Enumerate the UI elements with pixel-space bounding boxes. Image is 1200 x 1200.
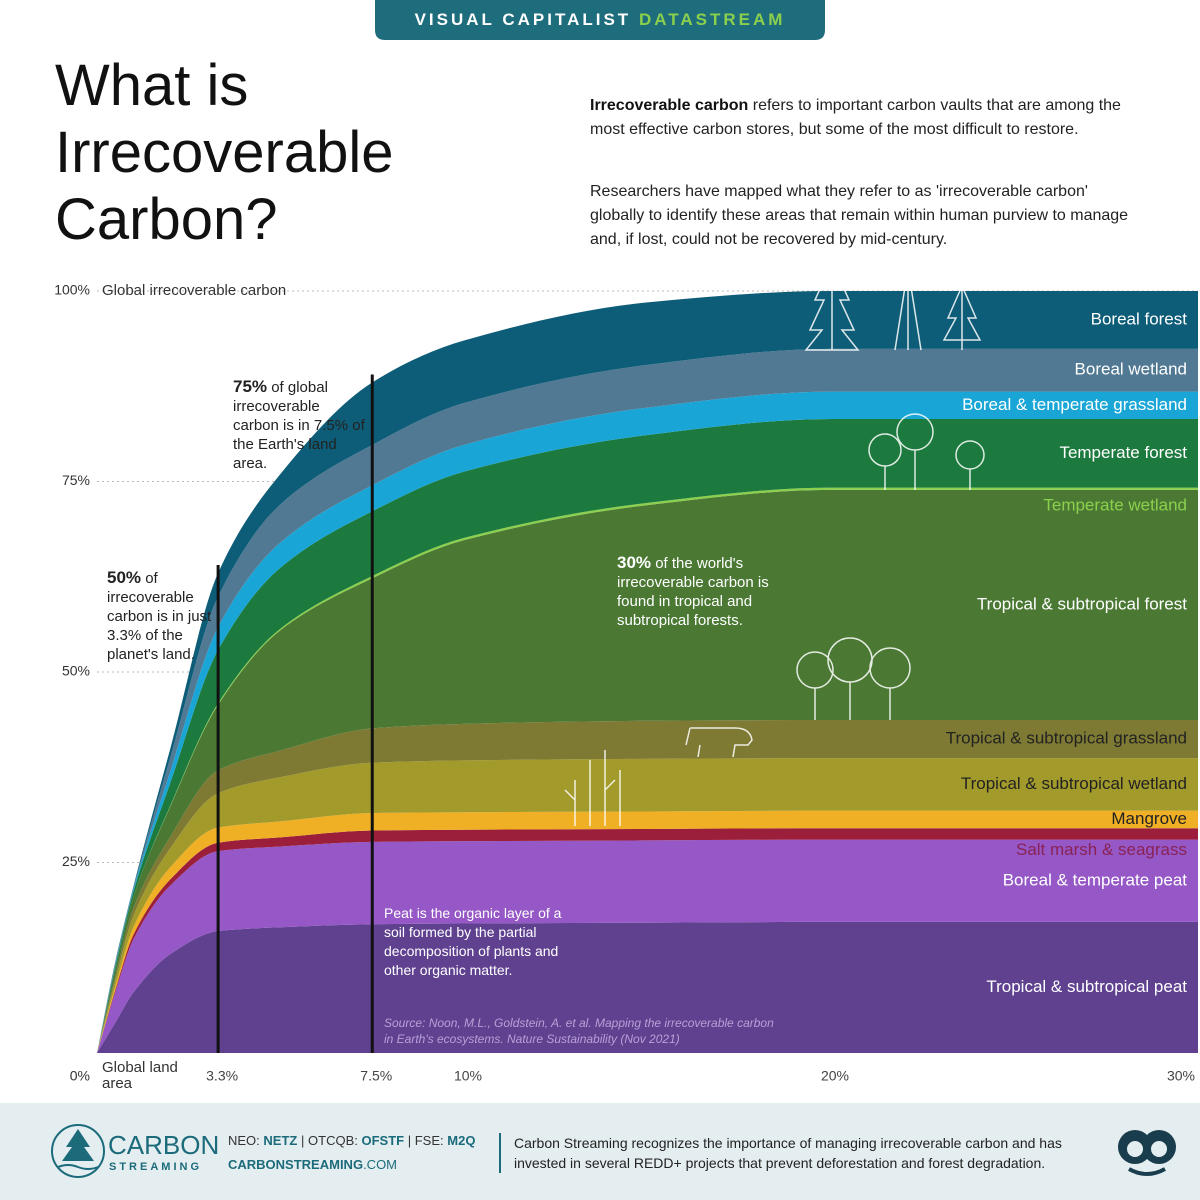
annotation-text: of global irrecoverable carbon is in 7.5…	[233, 379, 365, 472]
source: Source: Noon, M.L., Goldstein, A. et al.…	[384, 1016, 774, 1046]
annotation-text: of the world's irrecoverable carbon is f…	[617, 555, 769, 629]
website: CARBONSTREAMING.COM	[228, 1157, 397, 1172]
annotation-text: of irrecoverable carbon is in just 3.3% …	[107, 570, 212, 663]
series-label: Salt marsh & seagrass	[1016, 840, 1187, 859]
y-tick-label: 0%	[70, 1068, 90, 1084]
header-product: DATASTREAM	[639, 10, 785, 29]
y-tick-label: 50%	[62, 663, 90, 679]
y-axis-title: Global irrecoverable carbon	[102, 282, 286, 299]
area	[97, 758, 1198, 1053]
annotation: 30% of the world's irrecoverable carbon …	[617, 553, 797, 630]
separator: |	[407, 1133, 412, 1148]
footer: CARBON STREAMING NEO: NETZ | OTCQB: OFST…	[0, 1103, 1200, 1200]
area	[97, 419, 1198, 1053]
ticker: M2Q	[447, 1133, 476, 1148]
area	[97, 810, 1198, 1053]
intro-text: refers to important carbon vaults that a…	[590, 97, 1121, 138]
x-axis-title: Global land area	[102, 1059, 178, 1092]
x-tick-label: 30%	[1167, 1068, 1195, 1084]
brand-sub: STREAMING	[109, 1161, 202, 1173]
annotation-bold: 75%	[233, 377, 268, 396]
series-label: Tropical & subtropical wetland	[961, 774, 1187, 793]
ticker: NETZ	[263, 1133, 298, 1148]
intro-text: Researchers have mapped what they refer …	[590, 183, 1129, 248]
footer-text: Carbon Streaming recognizes the importan…	[514, 1135, 1062, 1171]
y-tick-label: 75%	[62, 472, 90, 488]
series-label: Boreal & temperate grassland	[962, 395, 1187, 414]
vc-logo	[1118, 1130, 1176, 1176]
exchange: FSE:	[414, 1133, 444, 1148]
y-tick-label: 100%	[54, 282, 90, 298]
series-label: Boreal wetland	[1075, 360, 1187, 379]
header-tab	[375, 0, 825, 40]
series-label: Temperate forest	[1059, 443, 1187, 462]
footer-divider	[499, 1133, 501, 1173]
header-brand: VISUAL CAPITALIST	[415, 10, 632, 29]
annotation: 50% of irrecoverable carbon is in just 3…	[107, 568, 223, 664]
intro-paragraph: Irrecoverable carbon refers to important…	[590, 94, 1130, 142]
x-tick-label: 20%	[821, 1068, 849, 1084]
intro-bold: Irrecoverable carbon	[590, 97, 749, 114]
x-tick-label: 7.5%	[360, 1068, 392, 1084]
exchange: OTCQB:	[308, 1133, 358, 1148]
x-tick-label: 10%	[454, 1068, 482, 1084]
peat-note: Peat is the organic layer of a soil form…	[384, 905, 562, 978]
series-label: Tropical & subtropical peat	[986, 977, 1187, 996]
y-tick-label: 25%	[62, 853, 90, 869]
x-tick-label: 3.3%	[206, 1068, 238, 1084]
website-suffix: .COM	[363, 1157, 398, 1172]
brand-name: CARBON	[108, 1130, 220, 1160]
title: What is Irrecoverable Carbon?	[55, 53, 394, 252]
annotation: 75% of global irrecoverable carbon is in…	[233, 377, 365, 473]
exchange: NEO:	[228, 1133, 260, 1148]
area	[97, 720, 1198, 1053]
series-label: Tropical & subtropical forest	[977, 594, 1187, 613]
listings: NEO: NETZ | OTCQB: OFSTF | FSE: M2Q	[228, 1133, 475, 1148]
series-label: Tropical & subtropical grassland	[946, 729, 1187, 748]
series-label: Temperate wetland	[1043, 495, 1187, 514]
series-label: Boreal forest	[1091, 309, 1188, 328]
logo-icon	[51, 1124, 105, 1178]
annotation-bold: 30%	[617, 553, 652, 572]
website-name: CARBONSTREAMING	[228, 1157, 364, 1172]
series-label: Mangrove	[1111, 809, 1187, 828]
decoration	[564, 260, 985, 826]
header: VISUAL CAPITALIST DATASTREAM	[415, 10, 786, 29]
series-label: Boreal & temperate peat	[1003, 870, 1188, 889]
area	[97, 828, 1198, 1053]
annotation-bold: 50%	[107, 568, 142, 587]
ticker: OFSTF	[361, 1133, 405, 1148]
intro-paragraph: Researchers have mapped what they refer …	[590, 180, 1130, 252]
separator: |	[301, 1133, 305, 1148]
